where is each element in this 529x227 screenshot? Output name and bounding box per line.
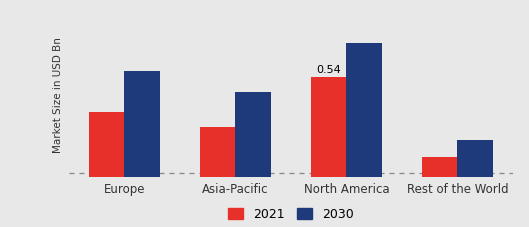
Bar — [346, 43, 382, 177]
Y-axis label: Market Size in USD Bn: Market Size in USD Bn — [53, 37, 63, 153]
Bar — [89, 112, 124, 177]
Bar — [422, 157, 458, 177]
Bar — [124, 71, 160, 177]
Bar — [235, 92, 271, 177]
Legend: 2021, 2030: 2021, 2030 — [228, 208, 354, 221]
Bar — [458, 140, 493, 177]
Text: 0.54: 0.54 — [316, 65, 341, 75]
Bar — [311, 77, 346, 177]
Bar — [200, 127, 235, 177]
